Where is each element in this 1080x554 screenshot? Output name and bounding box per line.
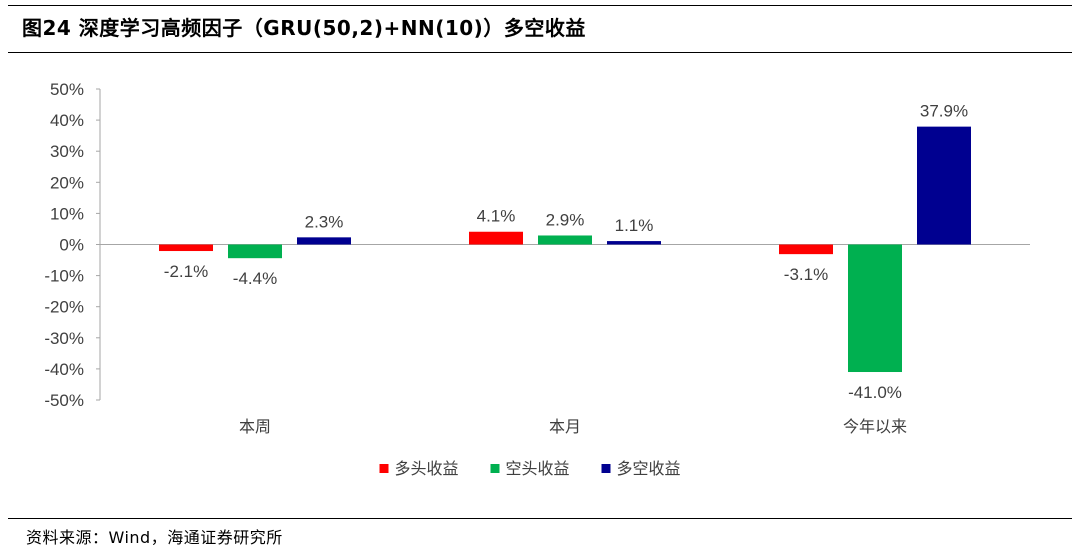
y-tick-label: -40% — [44, 360, 84, 379]
data-label: -2.1% — [164, 262, 208, 281]
data-label: -4.4% — [233, 269, 277, 288]
bar-3-1 — [297, 237, 351, 245]
source-note: 资料来源：Wind，海通证券研究所 — [26, 528, 283, 547]
y-tick-label: -10% — [44, 267, 84, 286]
bar-chart: 50% 40% 30% 20% 10% 0% -10% -20% -30% -40% -50% -2.… — [44, 80, 1030, 478]
y-tick-label: -30% — [44, 329, 84, 348]
data-label: -41.0% — [848, 383, 902, 402]
title-rule — [8, 52, 1072, 53]
data-label: 2.3% — [305, 212, 344, 231]
y-tick-label: 20% — [50, 173, 84, 192]
legend-label: 多空收益 — [617, 460, 681, 478]
data-label: 37.9% — [920, 102, 968, 121]
data-label: 2.9% — [546, 210, 585, 229]
bar-1-1 — [159, 244, 213, 252]
data-label: -3.1% — [784, 265, 828, 284]
bar-2-2 — [538, 235, 592, 245]
bar-1-2 — [469, 231, 523, 245]
x-tick-label: 本月 — [549, 418, 581, 436]
y-tick-label: -20% — [44, 298, 84, 317]
data-label: 4.1% — [477, 207, 516, 226]
y-tick-label: -50% — [44, 391, 84, 410]
x-tick-label: 今年以来 — [843, 418, 907, 436]
legend-swatch — [379, 464, 389, 473]
legend-swatch — [490, 464, 500, 473]
bar-2-1 — [228, 244, 282, 259]
y-tick-label: 40% — [50, 111, 84, 130]
legend-label: 空头收益 — [506, 460, 570, 478]
y-tick-label: 0% — [59, 236, 84, 255]
bar-1-3 — [779, 244, 833, 255]
data-label: 1.1% — [615, 216, 654, 235]
x-tick-label: 本周 — [239, 418, 271, 436]
top-rule — [8, 5, 1072, 6]
bar-3-2 — [607, 241, 661, 245]
y-tick-label: 50% — [50, 80, 84, 99]
bar-3-3 — [917, 126, 971, 245]
chart-title: 图24 深度学习高频因子（GRU(50,2)+NN(10)）多空收益 — [22, 16, 586, 40]
bar-2-3 — [848, 244, 902, 373]
y-tick-label: 10% — [50, 204, 84, 223]
bottom-rule — [8, 518, 1072, 519]
legend-swatch — [601, 464, 611, 473]
y-tick-label: 30% — [50, 142, 84, 161]
legend-label: 多头收益 — [395, 460, 459, 478]
